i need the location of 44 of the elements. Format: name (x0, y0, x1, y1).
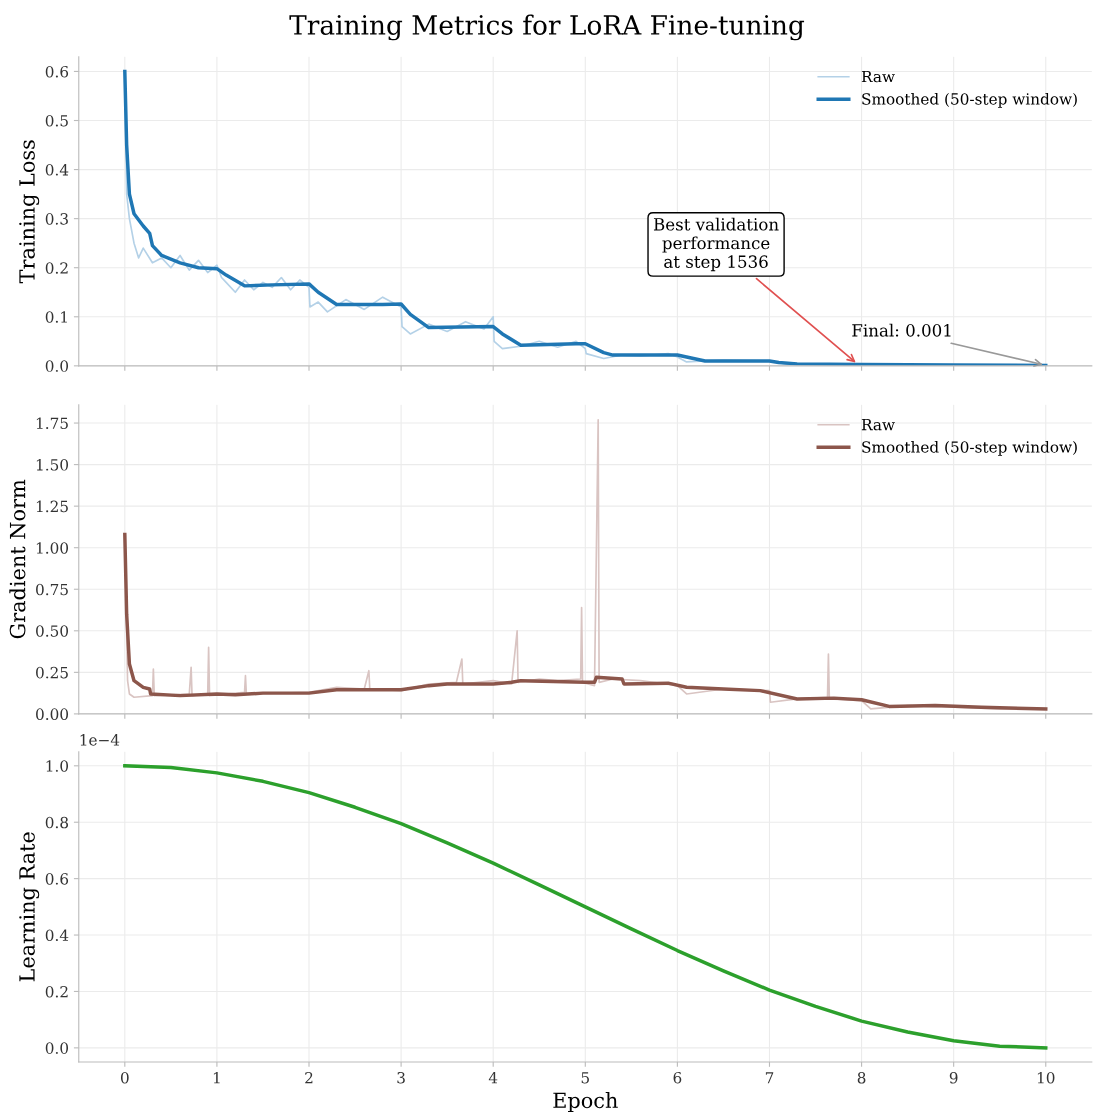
y-tick-label: 1.75 (36, 417, 68, 430)
y-tick-label: 0.4 (45, 164, 69, 176)
text: 1e−4 (80, 734, 120, 746)
y-tick-label: 0.5 (45, 114, 68, 127)
y-axis-title: Gradient Norm (9, 479, 26, 639)
legend-label: Smoothed (50-step window) (862, 92, 1077, 108)
y-tick-label: 0.6 (45, 65, 69, 78)
x-tick-label: 0 (120, 1071, 129, 1084)
y-axis-title: Training Loss (19, 140, 40, 284)
legend-label: Raw (861, 418, 895, 431)
y-tick-label: 1.00 (36, 542, 69, 554)
y-tick-label: 0.1 (45, 311, 67, 323)
y-tick-label: 0.6 (45, 873, 69, 885)
y-tick-label: 0.50 (36, 625, 69, 637)
y-axis-title: Learning Rate (19, 832, 40, 982)
y-tick-label: 0.8 (45, 816, 69, 829)
x-tick-label: 10 (1037, 1071, 1055, 1084)
y-tick-label: 1.50 (36, 459, 69, 471)
y-tick-label: 0.4 (45, 929, 69, 942)
y-tick-label: 0.3 (45, 213, 68, 225)
y-tick-label: 0.2 (45, 262, 68, 274)
chart-title: Training Metrics for LoRA Fine-tuning (289, 14, 805, 41)
legend-label: Raw (861, 70, 895, 83)
annotation: Final: 0.001 (852, 323, 951, 337)
legend-label: Smoothed (50-step window) (862, 440, 1077, 456)
x-tick-label: 4 (488, 1071, 498, 1084)
y-tick-label: 0.0 (45, 1042, 69, 1054)
y-tick-label: 0.0 (45, 360, 69, 372)
y-tick-label: 1.0 (46, 760, 69, 772)
x-axis-title: Epoch (553, 1092, 618, 1112)
y-tick-label: 0.00 (36, 708, 69, 720)
x-tick-label: 2 (305, 1071, 313, 1084)
y-tick-label: 0.25 (36, 666, 68, 679)
x-tick-label: 9 (949, 1071, 958, 1084)
x-tick-label: 8 (857, 1071, 866, 1084)
x-tick-label: 6 (673, 1071, 682, 1084)
y-tick-label: 1.25 (36, 500, 68, 513)
y-tick-label: 0.75 (36, 583, 68, 596)
x-tick-label: 1 (213, 1071, 220, 1084)
y-tick-label: 0.2 (45, 985, 68, 998)
x-tick-label: 3 (397, 1071, 405, 1084)
annotation: Best validation performance at step 1536 (653, 217, 779, 272)
x-tick-label: 7 (765, 1072, 774, 1084)
x-tick-label: 5 (581, 1072, 589, 1084)
